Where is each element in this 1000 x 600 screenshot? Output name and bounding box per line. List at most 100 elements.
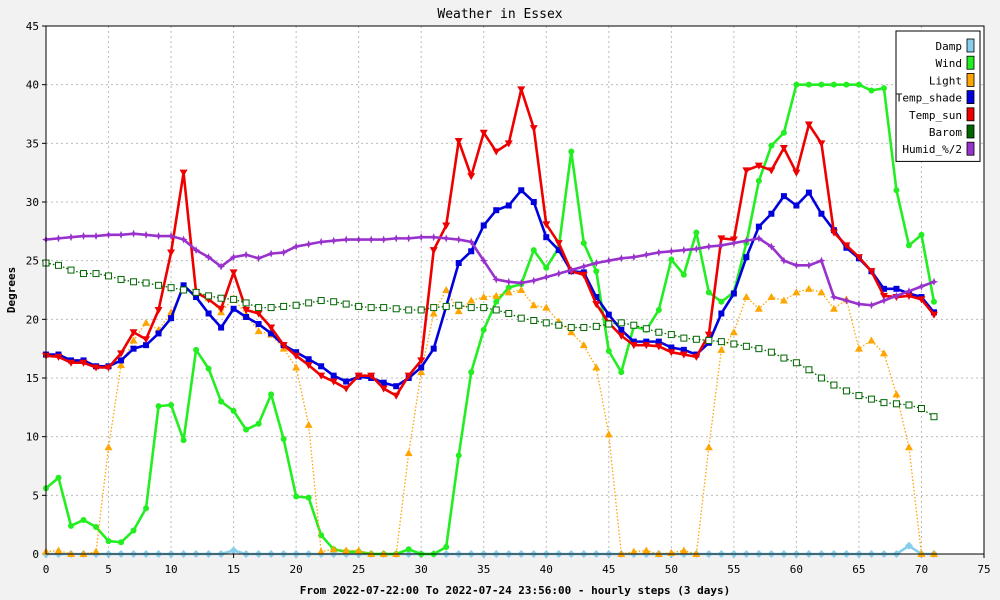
data-point: [354, 546, 363, 554]
data-point: [405, 306, 413, 314]
data-point: [893, 187, 900, 194]
data-point: [117, 230, 126, 239]
data-point: [167, 249, 176, 257]
data-point: [467, 304, 475, 312]
data-point: [679, 546, 688, 554]
data-point: [717, 241, 726, 250]
data-point: [404, 449, 413, 457]
data-point: [354, 235, 363, 244]
data-point: [468, 248, 475, 255]
data-point: [517, 278, 526, 287]
data-point: [467, 296, 476, 304]
data-point: [379, 235, 388, 244]
legend-swatch: [966, 73, 975, 87]
data-point: [380, 304, 388, 312]
data-point: [292, 301, 300, 309]
y-tick-label: 45: [26, 20, 39, 33]
data-point: [617, 254, 626, 263]
data-point: [767, 348, 775, 356]
data-point: [430, 304, 438, 312]
data-point: [918, 231, 925, 238]
data-point: [592, 322, 600, 330]
data-point: [143, 505, 150, 512]
x-tick-label: 35: [477, 563, 490, 576]
data-point: [318, 532, 325, 539]
data-point: [892, 291, 901, 300]
x-tick-label: 65: [852, 563, 865, 576]
data-point: [768, 142, 775, 149]
data-point: [755, 345, 763, 353]
data-point: [692, 353, 701, 361]
data-point: [817, 256, 826, 265]
x-tick-label: 10: [164, 563, 177, 576]
data-point: [655, 338, 662, 345]
data-point: [55, 474, 62, 481]
data-point: [243, 426, 250, 433]
data-point: [342, 385, 351, 393]
data-point: [754, 234, 763, 243]
data-point: [205, 365, 212, 372]
data-point: [105, 538, 112, 545]
data-point: [655, 306, 662, 313]
legend-swatch: [966, 124, 975, 139]
data-point: [193, 346, 200, 353]
data-point: [543, 234, 550, 241]
y-tick-label: 40: [26, 79, 39, 92]
data-point: [329, 545, 338, 553]
data-point: [717, 235, 726, 243]
data-point: [505, 202, 512, 209]
data-point: [704, 443, 713, 451]
data-point: [467, 173, 476, 181]
data-point: [417, 306, 425, 314]
data-point: [767, 242, 776, 251]
data-point: [630, 338, 637, 345]
data-point: [629, 253, 638, 262]
data-point: [567, 328, 576, 336]
legend-swatch: [966, 90, 975, 104]
series-line: [45, 88, 935, 397]
data-point: [129, 336, 138, 344]
data-point: [854, 344, 863, 352]
y-tick-label: 10: [26, 431, 39, 444]
data-point: [755, 177, 762, 184]
data-point: [718, 298, 725, 305]
data-point: [567, 324, 575, 332]
data-point: [242, 299, 250, 307]
data-point: [742, 236, 751, 245]
data-point: [392, 305, 400, 313]
legend-swatch: [966, 55, 975, 70]
data-point: [780, 354, 788, 362]
x-tick-label: 25: [352, 563, 365, 576]
data-point: [704, 242, 713, 251]
data-point: [604, 256, 613, 265]
data-point: [330, 372, 337, 379]
data-point: [729, 328, 738, 336]
data-point: [605, 348, 612, 355]
data-point: [505, 309, 513, 317]
data-point: [305, 356, 312, 363]
data-point: [92, 270, 100, 278]
x-tick-label: 15: [227, 563, 240, 576]
legend-swatch: [966, 141, 975, 156]
data-point: [693, 229, 700, 236]
data-point: [605, 320, 613, 328]
data-point: [780, 129, 787, 136]
y-tick-label: 0: [32, 548, 39, 561]
data-point: [218, 398, 225, 405]
data-point: [142, 279, 150, 287]
data-point: [879, 292, 888, 300]
data-point: [443, 543, 450, 550]
data-point: [117, 275, 125, 283]
data-point: [579, 271, 588, 279]
data-point: [479, 256, 488, 265]
data-point: [905, 242, 912, 249]
data-point: [904, 443, 913, 451]
data-point: [80, 270, 88, 278]
data-point: [817, 140, 826, 148]
x-tick-label: 45: [602, 563, 615, 576]
data-point: [480, 222, 487, 229]
data-point: [330, 298, 338, 306]
data-point: [892, 400, 900, 408]
data-point: [880, 399, 888, 407]
data-point: [893, 285, 900, 292]
